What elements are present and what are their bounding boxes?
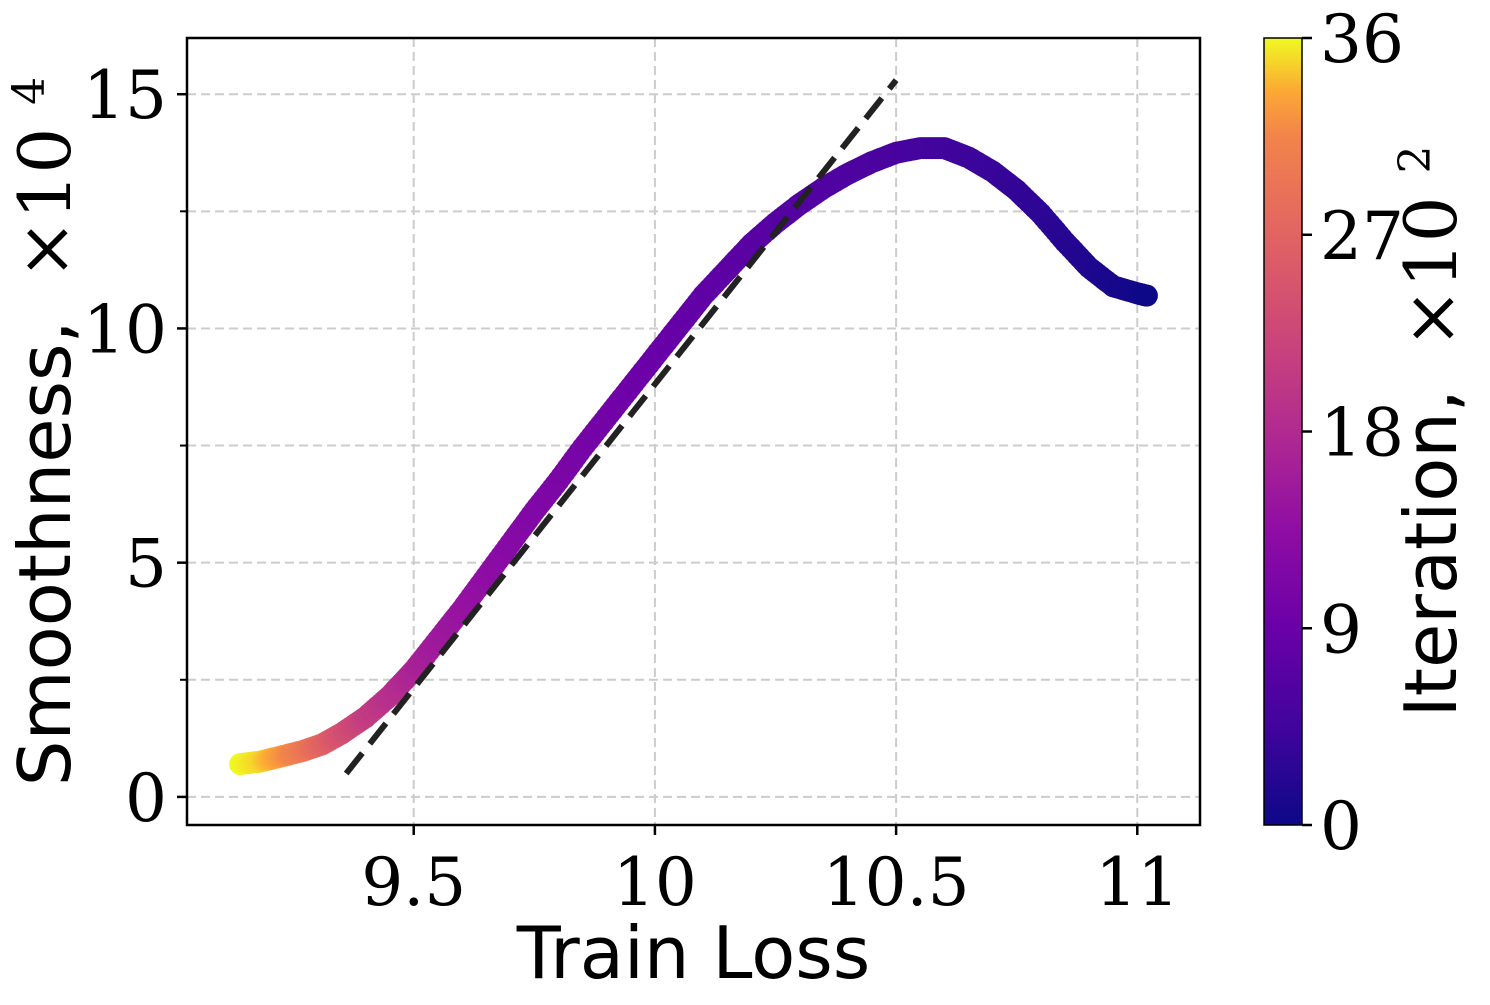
scatter-points <box>229 137 1158 776</box>
colorbar-tick-label-3: 27 <box>1320 198 1404 275</box>
colorbar-label-text: Iteration, <box>1389 389 1473 717</box>
svg-text:Iteration, ×10 2: Iteration, ×10 2 <box>1389 145 1473 717</box>
colorbar-tick-label-0: 0 <box>1320 788 1362 865</box>
fit-line-group <box>343 78 899 776</box>
grid <box>187 38 1200 825</box>
colorbar-ticks: 0 9 18 27 36 <box>1302 1 1404 865</box>
axis-ticks: 9.5 10 10.5 11 0 5 10 15 <box>83 57 1179 921</box>
colorbar-label-multiplier: ×10 <box>1389 196 1473 348</box>
y-tick-label-3: 15 <box>83 57 167 134</box>
y-tick-label-0: 0 <box>125 760 167 837</box>
colorbar-tick-label-4: 36 <box>1320 1 1404 78</box>
plot-frame <box>185 36 1202 827</box>
colorbar-tick-label-2: 18 <box>1320 395 1404 472</box>
x-tick-label-3: 11 <box>1095 844 1179 921</box>
scatter-point-312 <box>1135 284 1158 307</box>
colorbar <box>1263 37 1303 826</box>
colorbar-label-exponent: 2 <box>1390 145 1441 173</box>
svg-text:Smoothness, ×10 4: Smoothness, ×10 4 <box>3 77 87 786</box>
y-tick-label-2: 10 <box>83 291 167 368</box>
fit-line <box>343 78 899 776</box>
x-axis-label: Train Loss <box>516 911 871 995</box>
colorbar-label: Iteration, ×10 2 <box>1389 145 1473 717</box>
y-axis-label-exponent: 4 <box>4 77 55 105</box>
x-tick-label-0: 9.5 <box>361 844 466 921</box>
y-axis-label: Smoothness, ×10 4 <box>3 77 87 786</box>
y-tick-label-1: 5 <box>125 526 167 603</box>
colorbar-tick-label-1: 9 <box>1320 591 1362 668</box>
x-tick-label-2: 10.5 <box>823 844 970 921</box>
x-tick-label-1: 10 <box>613 844 697 921</box>
y-axis-label-multiplier: ×10 <box>3 128 87 280</box>
y-axis-label-text: Smoothness, <box>3 321 87 787</box>
